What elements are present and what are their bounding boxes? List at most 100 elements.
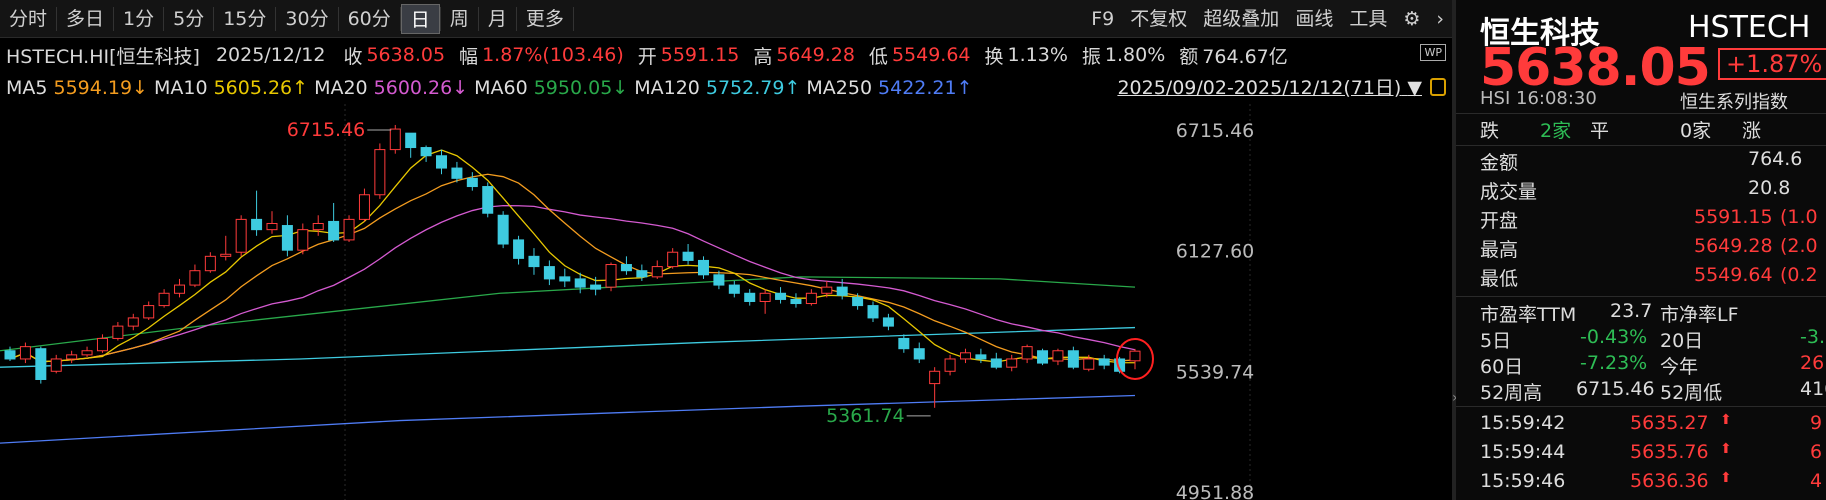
candle-body [158,292,170,307]
candle-body [913,348,925,360]
panel-divider[interactable] [1452,0,1456,500]
stat-value: 5649.28 [1694,235,1773,257]
dropdown-triangle-icon[interactable]: ▼ [1407,77,1422,99]
separator [572,6,574,31]
ytd-label: 今年 [1660,356,1699,378]
candle-body [281,225,293,251]
period-tab[interactable]: 多日 [66,7,105,30]
lock-icon[interactable] [1430,78,1446,96]
candle-body [497,214,509,245]
return-5d-row: 5日 -0.43% 20日 -3. [1480,326,1826,356]
candle-body [374,149,386,196]
candle-body [1021,346,1033,360]
y-tick-label: 5539.74 [1176,361,1255,383]
down-count: 2家 [1540,120,1572,142]
divider [1456,113,1826,114]
valuation-row: 市盈率TTM 23.7 市净率LF [1480,300,1826,330]
period-tab[interactable]: 1分 [123,7,155,30]
separator [163,6,165,31]
down-label: 跌 [1480,120,1500,142]
stat-label: 金额 [1480,152,1519,174]
candle-body [867,305,879,319]
toolbar-tool[interactable]: 超级叠加 [1203,8,1280,30]
up-arrow-icon: ⬆ [1720,412,1732,428]
toolbar-tool[interactable]: 工具 [1349,8,1388,30]
ma250-label: MA250 [806,77,873,99]
candle-body [96,337,108,352]
d60-label: 60日 [1480,356,1524,378]
candle-body [882,317,894,327]
breadth-row: 跌 2家 平 0家 涨 [1480,116,1826,146]
exchange-time: HSI 16:08:30 [1480,88,1597,109]
candle-body [143,305,155,319]
d5-label: 5日 [1480,330,1512,352]
candle-body [975,354,987,360]
candle-body [728,284,740,294]
period-tab[interactable]: 月 [487,7,507,30]
candle-body [990,358,1002,368]
stat-percent: (0.2 [1780,264,1818,286]
d60-value: -7.23% [1580,352,1648,374]
ma120-label: MA120 [634,77,700,99]
period-tab[interactable]: 5分 [173,7,205,30]
ma250-line [0,394,1136,444]
period-tab[interactable]: 60分 [347,7,391,30]
amplitude-label: 振 [1081,45,1101,68]
highlight-circle [1116,337,1154,380]
separator [477,6,479,31]
w52-high-label: 52周高 [1480,382,1543,404]
candle-body [513,239,525,259]
stat-row: 金额 764.6 [1480,148,1826,178]
candlestick-chart: 6715.46 5361.74 6715.46 6127.60 5539.74 4951.… [0,104,1255,500]
turnover-value: 1.13% [1007,44,1068,66]
ma20-value: 5600.26↓ [373,77,469,99]
index-series[interactable]: 恒生系列指数 [1680,92,1788,113]
toolbar-tool[interactable]: 不复权 [1130,8,1188,30]
tick-row: 15:59:44 5635.76 ⬆ 6 [1480,441,1826,471]
tick-volume: 4 [1810,470,1823,492]
chevron-right-icon[interactable]: › [1436,8,1444,30]
toolbar-right: F9 不复权 超级叠加 画线 工具 ⚙ › [1083,0,1452,38]
candle-body [620,264,632,272]
close-value: 5638.05 [366,44,446,66]
candle-body [944,358,956,372]
candle-body [389,128,401,151]
date-range-selector[interactable]: 2025/09/02-2025/12/12(71日) ▼ [1117,72,1422,104]
candle-body [328,220,340,241]
candle-body [775,292,787,300]
divider [1456,406,1826,407]
d20-label: 20日 [1660,330,1704,352]
quote-info-bar: HSTECH.HI[恒生科技] 2025/12/12 收 5638.05 幅 1.8… [0,38,1452,72]
gear-icon[interactable]: ⚙ [1403,8,1421,30]
period-tab[interactable]: 15分 [223,7,267,30]
stat-label: 成交量 [1480,181,1538,203]
ma250-value: 5422.21↑ [878,77,973,99]
ytd-value: 26. [1800,352,1826,374]
ma5-label: MA5 [6,77,48,99]
separator [213,6,215,31]
period-tab[interactable]: 30分 [285,7,329,30]
candle-body [420,147,432,157]
separator [275,6,277,31]
ma120-line [0,326,1136,368]
stat-row: 最高 5649.28 (2.0 [1480,235,1826,265]
tick-price: 5636.36 [1630,470,1709,492]
stat-row: 开盘 5591.15 (1.0 [1480,206,1826,236]
d5-value: -0.43% [1580,326,1648,348]
candle-body [451,167,463,179]
wp-badge[interactable]: WP [1420,44,1446,61]
close-label: 收 [343,45,363,68]
separator [439,6,441,31]
ma20-line [9,204,1136,363]
tick-time: 15:59:46 [1480,470,1566,492]
period-tab[interactable]: 分时 [9,7,48,30]
period-tab[interactable]: 更多 [525,7,564,30]
ma-legend: MA5 5594.19↓ MA10 5605.26↑ MA20 5600.26↓ MA… [0,72,1452,104]
period-tab[interactable]: 日 [400,3,440,34]
stat-row: 成交量 20.8 [1480,177,1826,207]
candle-body [1129,350,1141,362]
candle-body [543,266,555,280]
toolbar-tool[interactable]: 画线 [1295,8,1334,30]
period-tab[interactable]: 周 [449,7,469,30]
toolbar-tool[interactable]: F9 [1091,8,1115,30]
